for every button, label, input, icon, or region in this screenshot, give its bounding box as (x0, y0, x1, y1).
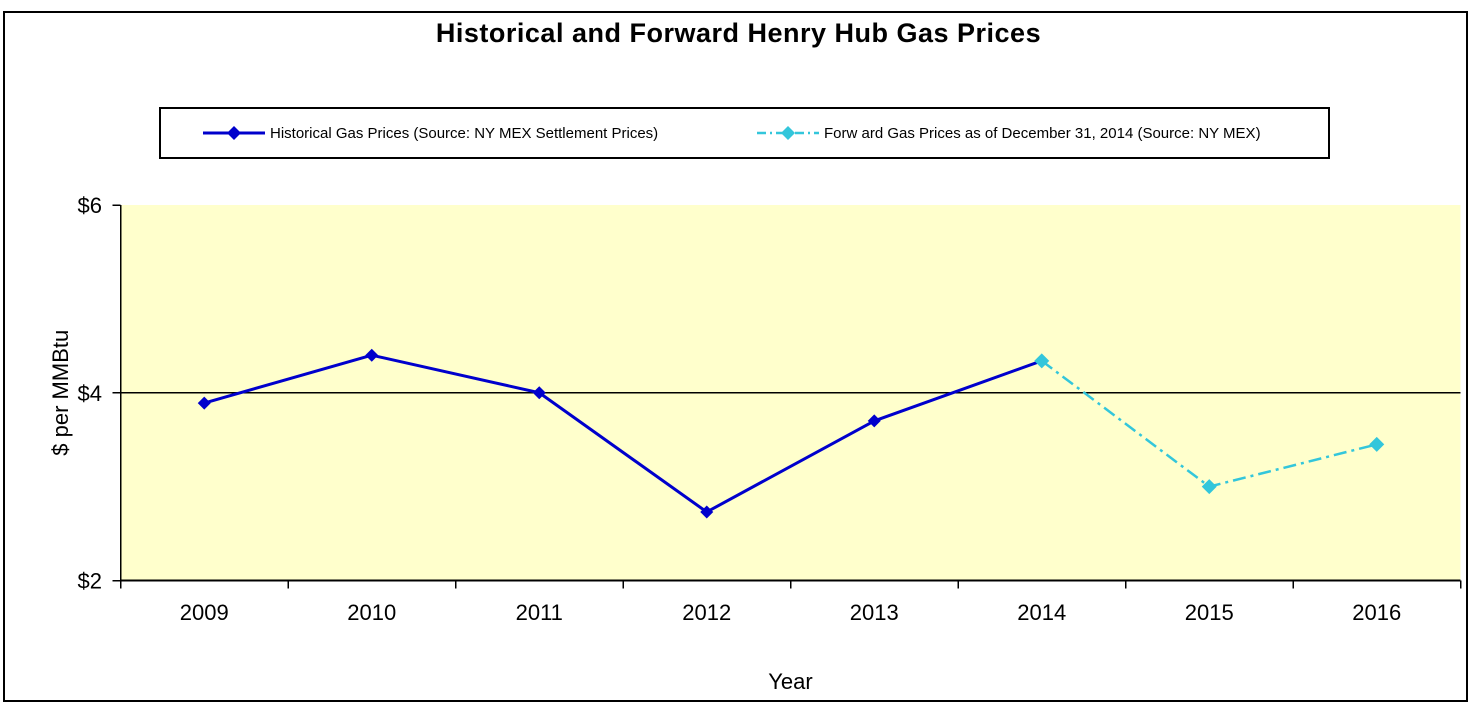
x-axis-tick-label: 2013 (850, 600, 899, 625)
x-axis-tick-label: 2011 (516, 600, 563, 625)
x-axis-title: Year (768, 669, 812, 694)
legend-label-historical: Historical Gas Prices (Source: NY MEX Se… (270, 124, 659, 142)
x-axis-tick-label: 2009 (180, 600, 229, 625)
legend-entry-historical: Historical Gas Prices (Source: NY MEX Se… (203, 109, 658, 157)
legend: Historical Gas Prices (Source: NY MEX Se… (159, 107, 1330, 159)
y-axis-tick-label: $4 (78, 381, 102, 406)
historical-series-marker (700, 505, 714, 519)
x-axis-tick-label: 2016 (1352, 600, 1401, 625)
x-axis-tick-label: 2014 (1017, 600, 1066, 625)
historical-series-marker (532, 386, 546, 400)
y-axis-tick-label: $2 (78, 569, 102, 594)
historical-series-marker (867, 414, 881, 428)
historical-series-marker (365, 348, 379, 362)
x-axis-tick-label: 2012 (682, 600, 731, 625)
x-axis-tick-label: 2015 (1185, 600, 1234, 625)
legend-entry-forward: Forw ard Gas Prices as of December 31, 2… (757, 109, 1261, 157)
y-axis-tick-label: $6 (78, 193, 102, 218)
forward-series-marker (1034, 353, 1050, 369)
historical-line-sample-icon (203, 126, 265, 140)
forward-series-marker (1201, 479, 1217, 495)
forward-line-sample-icon (757, 126, 819, 140)
forward-series-marker (1369, 436, 1385, 452)
y-axis-title: $ per MMBtu (48, 330, 73, 456)
x-axis-tick-label: 2010 (347, 600, 396, 625)
historical-series-line (203, 353, 1043, 514)
historical-series-marker (197, 396, 211, 410)
legend-label-forward: Forw ard Gas Prices as of December 31, 2… (824, 124, 1261, 142)
chart-title: Historical and Forward Henry Hub Gas Pri… (435, 18, 1042, 48)
